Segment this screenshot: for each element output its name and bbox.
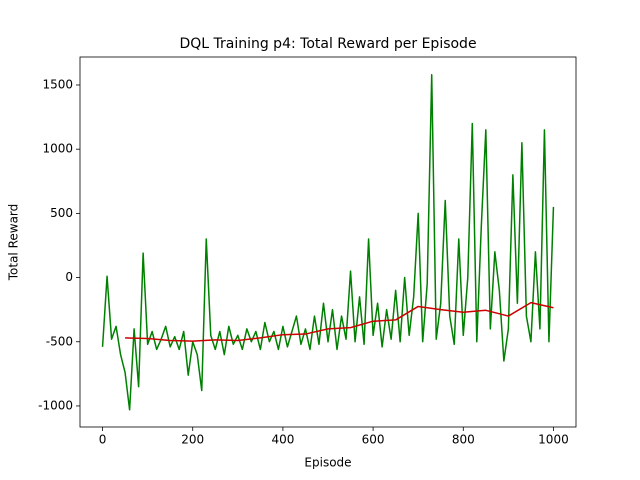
y-axis-label: Total Reward xyxy=(7,204,21,282)
series-line xyxy=(101,73,555,411)
y-tick-label: 500 xyxy=(50,206,73,220)
y-tick-label: -1000 xyxy=(38,398,73,412)
y-tick-label: 0 xyxy=(65,270,73,284)
series-line xyxy=(125,301,554,342)
x-tick-label: 400 xyxy=(271,433,294,447)
x-tick-label: 1000 xyxy=(538,433,569,447)
x-tick-label: 800 xyxy=(452,433,475,447)
x-tick-label: 600 xyxy=(362,433,385,447)
y-tick-label: -500 xyxy=(46,334,73,348)
x-axis-label: Episode xyxy=(304,456,351,470)
y-tick-label: 1000 xyxy=(42,142,73,156)
x-tick-label: 200 xyxy=(181,433,204,447)
x-tick-label: 0 xyxy=(99,433,107,447)
plot-frame xyxy=(79,56,577,428)
y-tick-label: 1500 xyxy=(42,77,73,91)
chart-title: DQL Training p4: Total Reward per Episod… xyxy=(179,36,476,52)
